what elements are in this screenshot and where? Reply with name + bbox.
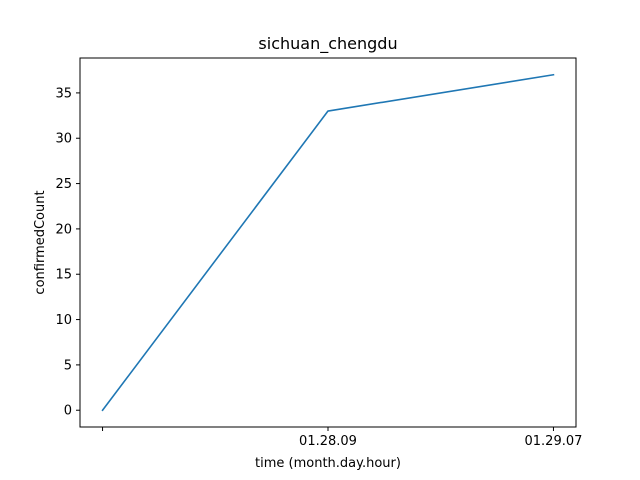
y-tick-label: 15 xyxy=(55,268,72,283)
y-tick-label: 10 xyxy=(55,313,72,328)
x-tick-label: 01.28.09 xyxy=(299,434,357,449)
x-axis-ticks: 01.28.09 01.29.07 xyxy=(102,427,583,449)
y-tick-label: 35 xyxy=(55,86,72,101)
x-axis-label: time (month.day.hour) xyxy=(255,456,401,471)
series-layer xyxy=(101,73,555,412)
y-tick-label: 0 xyxy=(64,404,72,419)
y-axis-label: confirmedCount xyxy=(33,190,48,294)
y-tick-label: 20 xyxy=(55,222,72,237)
y-axis-ticks: 0 5 10 15 20 25 30 35 xyxy=(55,86,80,419)
chart-title: sichuan_chengdu xyxy=(258,34,397,54)
y-tick-label: 30 xyxy=(55,132,72,147)
y-tick-label: 25 xyxy=(55,177,72,192)
plot-frame xyxy=(79,57,577,428)
y-tick-label: 5 xyxy=(64,358,72,373)
series-line xyxy=(101,73,555,412)
x-tick-label: 01.29.07 xyxy=(525,434,583,449)
